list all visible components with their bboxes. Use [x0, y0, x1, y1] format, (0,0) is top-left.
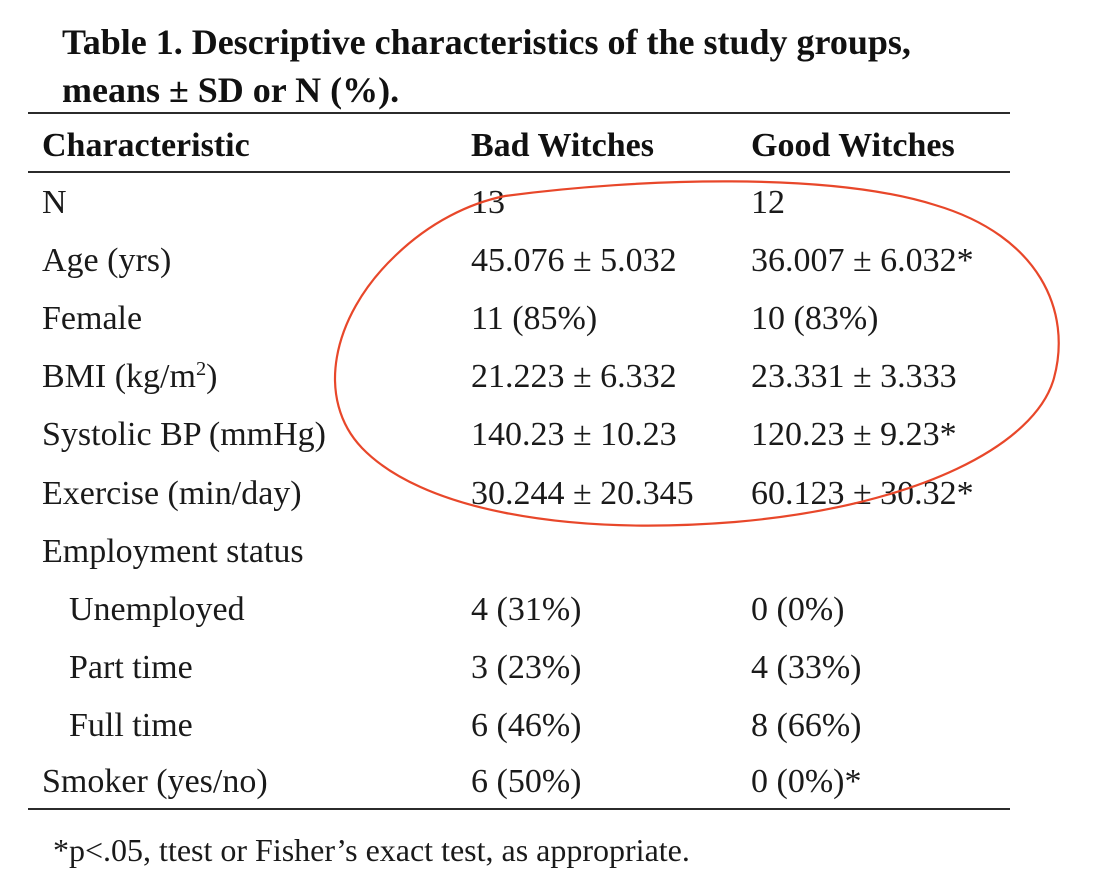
row-label-n: N [42, 184, 67, 221]
row-label-age: Age (yrs) [42, 242, 172, 279]
cell-good-n: 12 [751, 184, 785, 221]
header-characteristic: Characteristic [42, 127, 250, 164]
cell-good-unemployed: 0 (0%) [751, 591, 845, 628]
row-label-full-time: Full time [69, 707, 193, 744]
cell-good-age: 36.007 ± 6.032* [751, 242, 974, 279]
cell-good-systolic-bp: 120.23 ± 9.23* [751, 416, 957, 453]
cell-good-full-time: 8 (66%) [751, 707, 862, 744]
cell-bad-n: 13 [471, 184, 505, 221]
cell-bad-full-time: 6 (46%) [471, 707, 582, 744]
caption-line-2: means ± SD or N (%). [62, 70, 400, 110]
header-good-witches: Good Witches [751, 127, 955, 164]
row-label-systolic-bp: Systolic BP (mmHg) [42, 416, 326, 453]
row-label-smoker: Smoker (yes/no) [42, 763, 268, 800]
row-label-exercise: Exercise (min/day) [42, 475, 302, 512]
cell-bad-female: 11 (85%) [471, 300, 598, 337]
row-label-bmi: BMI (kg/m2) [42, 355, 217, 399]
bmi-label-tail: ) [206, 358, 218, 395]
cell-bad-age: 45.076 ± 5.032 [471, 242, 677, 279]
caption-line-1: Table 1. Descriptive characteristics of … [62, 22, 911, 62]
cell-bad-smoker: 6 (50%) [471, 763, 582, 800]
cell-good-smoker: 0 (0%)* [751, 763, 862, 800]
cell-bad-systolic-bp: 140.23 ± 10.23 [471, 416, 677, 453]
cell-good-part-time: 4 (33%) [751, 649, 862, 686]
cell-bad-part-time: 3 (23%) [471, 649, 582, 686]
row-label-female: Female [42, 300, 143, 337]
cell-bad-unemployed: 4 (31%) [471, 591, 582, 628]
cell-bad-bmi: 21.223 ± 6.332 [471, 358, 677, 395]
bmi-label-superscript: 2 [195, 357, 207, 380]
cell-bad-exercise: 30.244 ± 20.345 [471, 475, 694, 512]
table-caption: Table 1. Descriptive characteristics of … [62, 18, 1062, 114]
row-label-unemployed: Unemployed [69, 591, 245, 628]
table-bottom-rule [28, 808, 1010, 810]
cell-good-female: 10 (83%) [751, 300, 879, 337]
table-footnote: *p<.05, ttest or Fisher’s exact test, as… [53, 832, 690, 868]
table-header-rule [28, 171, 1010, 173]
cell-good-exercise: 60.123 ± 30.32* [751, 475, 974, 512]
row-label-part-time: Part time [69, 649, 193, 686]
bmi-label-main: BMI (kg/m [42, 358, 196, 395]
header-bad-witches: Bad Witches [471, 127, 654, 164]
table-top-rule [28, 112, 1010, 114]
cell-good-bmi: 23.331 ± 3.333 [751, 358, 957, 395]
row-label-employment-status: Employment status [42, 533, 304, 570]
